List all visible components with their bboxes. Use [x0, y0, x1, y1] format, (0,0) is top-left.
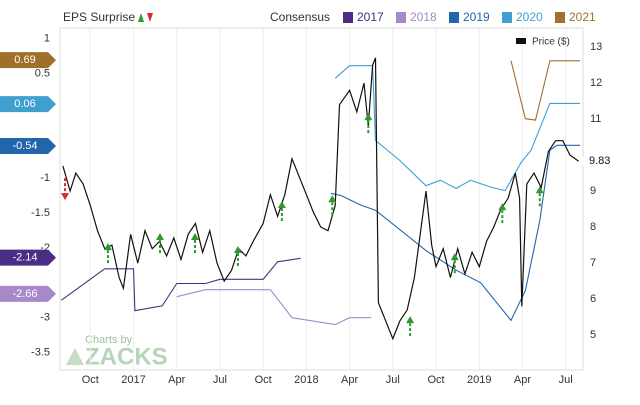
surprise-arrow: [328, 195, 337, 218]
y2-tick-label: 8: [590, 221, 596, 233]
y-tick-label: -3.5: [31, 346, 50, 358]
legend-swatch: [555, 12, 565, 23]
chart-title: EPS Surprise: [63, 10, 135, 24]
consensus-label: Consensus: [270, 10, 330, 24]
legend-label: 2019: [463, 10, 490, 24]
x-tick-label: Apr: [341, 374, 358, 386]
surprise-arrow: [103, 243, 112, 266]
title-up-arrow: [138, 13, 144, 22]
watermark-icon: [66, 348, 84, 365]
consensus-flag: [0, 96, 56, 113]
consensus-flag-label: 0.06: [14, 98, 35, 110]
legend-label: 2017: [357, 10, 384, 24]
consensus-line: [61, 257, 301, 312]
watermark-line1: Charts by: [85, 334, 133, 346]
consensus-line: [510, 60, 581, 121]
surprise-arrow: [155, 233, 164, 255]
y-tick-label: -1.5: [31, 207, 50, 219]
legend-swatch: [502, 12, 512, 23]
consensus-flag-label: -2.14: [12, 252, 37, 264]
surprise-arrow: [364, 113, 373, 136]
y2-tick-label: 11: [590, 113, 601, 125]
x-tick-label: Oct: [427, 374, 444, 386]
x-tick-label: 2018: [294, 374, 318, 386]
watermark-line2: ZACKS: [85, 343, 168, 370]
consensus-flag-label: -0.54: [12, 140, 37, 152]
consensus-flag: [0, 285, 56, 302]
price-flag-label: 9.83: [589, 155, 610, 167]
surprise-arrow: [233, 245, 242, 268]
consensus-flag: [0, 52, 56, 69]
y2-tick-label: 5: [590, 329, 596, 341]
y2-tick-label: 13: [590, 41, 602, 53]
legend-label: 2018: [410, 10, 437, 24]
surprise-arrow: [191, 233, 200, 255]
y-tick-label: -1: [40, 172, 50, 184]
plot-frame: [59, 27, 584, 371]
surprise-arrow: [406, 316, 415, 339]
x-tick-label: Jul: [386, 374, 400, 386]
surprise-arrow: [450, 253, 459, 276]
legend-label: 2021: [569, 10, 596, 24]
legend-swatch: [516, 38, 526, 44]
y2-tick-label: 6: [590, 293, 596, 305]
consensus-line: [334, 65, 581, 192]
surprise-arrow: [535, 186, 544, 209]
consensus-flag: [0, 137, 56, 154]
y2-tick-label: 12: [590, 77, 602, 89]
legend-swatch: [343, 12, 353, 23]
x-tick-label: 2019: [467, 374, 491, 386]
consensus-line: [330, 144, 581, 322]
y-tick-label: -2: [40, 242, 50, 254]
consensus-line: [176, 289, 372, 326]
y2-tick-label: 9: [590, 185, 596, 197]
y-tick-label: 0.5: [35, 67, 50, 79]
y-tick-label: -3: [40, 312, 50, 324]
legend-swatch: [396, 12, 406, 23]
x-tick-label: Jul: [559, 374, 573, 386]
x-tick-label: Apr: [514, 374, 531, 386]
x-tick-label: 2017: [121, 374, 145, 386]
legend-swatch: [449, 12, 459, 23]
consensus-flag-label: -2.66: [12, 288, 37, 300]
x-tick-label: Apr: [168, 374, 185, 386]
legend-label: Price ($): [532, 37, 570, 48]
consensus-flag: [0, 249, 56, 266]
x-tick-label: Oct: [82, 374, 99, 386]
consensus-flag-label: 0.69: [14, 54, 35, 66]
price-flag: [579, 153, 623, 170]
y-tick-label: 1: [44, 32, 50, 44]
price-line: [62, 57, 580, 341]
x-tick-label: Jul: [213, 374, 227, 386]
surprise-arrow: [498, 203, 507, 226]
surprise-arrow: [277, 200, 286, 223]
x-tick-label: Oct: [255, 374, 272, 386]
title-down-arrow: [147, 13, 153, 22]
y2-tick-label: 7: [590, 257, 596, 269]
legend-label: 2020: [516, 10, 543, 24]
surprise-arrow: [61, 178, 70, 201]
